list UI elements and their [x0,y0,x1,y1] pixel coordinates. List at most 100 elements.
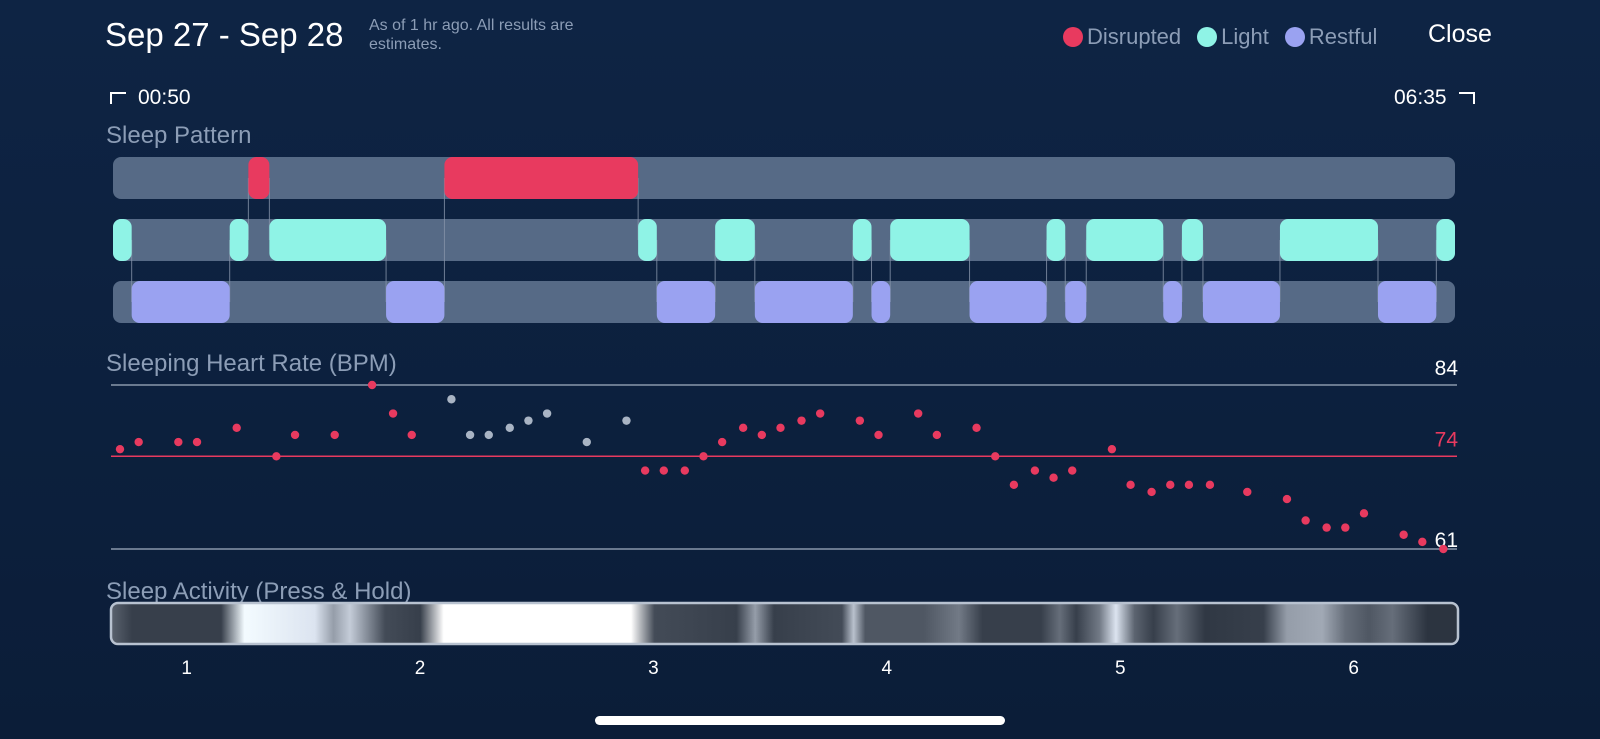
pattern-track-disrupted [113,157,1455,199]
legend-disrupted: Disrupted [1063,24,1181,50]
hr-point [874,430,883,440]
stage-block-light [113,219,132,261]
hr-point [174,437,183,447]
sleep-activity-title: Sleep Activity (Press & Hold) [106,578,412,605]
stage-block-restful [1377,281,1437,323]
stage-block-light [1181,219,1203,261]
hr-point [738,423,748,432]
hr-average-label: 74 [1435,428,1459,451]
home-indicator [595,716,1005,725]
hr-point [524,416,533,425]
legend-label: Light [1221,24,1269,49]
activity-tick-label: 3 [648,658,659,679]
activity-tick-label: 1 [181,658,192,679]
stage-block-light [1279,219,1378,261]
stage-block-restful [969,281,1047,323]
date-range-title: Sep 27 - Sep 28 [105,16,344,53]
stage-block-light [715,219,755,261]
hr-point [622,416,631,425]
time-range-start: 00:50 [110,86,191,110]
stage-block-restful [871,281,891,323]
stage-block-disrupted [444,157,639,199]
stage-block-light [1046,219,1066,261]
legend-restful: Restful [1284,24,1378,50]
sleep-pattern-title: Sleep Pattern [106,122,252,149]
hr-point [134,437,143,447]
hr-point [505,423,514,432]
hr-point [1439,544,1448,554]
hr-point [290,430,300,440]
hr-point [659,466,669,475]
hr-point [991,452,1000,461]
activity-tick-label: 2 [415,658,426,679]
hr-point [699,452,708,461]
start-bracket-icon [110,92,126,105]
stage-block-restful [386,281,445,323]
activity-tick-label: 4 [882,658,893,679]
hr-point [330,430,339,440]
stage-block-light [1436,219,1455,261]
hr-point [815,409,825,418]
start-time: 00:50 [138,86,191,109]
hr-point [1341,523,1350,532]
hr-point [680,466,690,475]
hr-point [192,437,202,447]
hr-point [717,437,727,447]
stage-block-restful [1202,281,1280,323]
end-time: 06:35 [1394,86,1447,109]
hr-point [542,409,552,418]
hr-point [972,423,981,432]
hr-point [272,452,281,461]
hr-point [1205,480,1215,490]
end-bracket-icon [1458,92,1475,105]
stage-block-disrupted [248,157,270,199]
sleep-activity-chart[interactable]: 1 2 3 4 5 6 [109,601,1460,679]
hr-point [447,395,456,404]
hr-point [1107,444,1117,454]
stage-block-light [852,219,872,261]
heart-rate-title: Sleeping Heart Rate (BPM) [106,350,397,377]
hr-point [1322,523,1331,532]
legend: Disrupted Light Restful [1063,22,1393,52]
stage-block-light [638,219,657,261]
hr-point [1243,487,1252,497]
hr-point [757,430,767,440]
hr-point [232,423,241,432]
hr-max-label: 84 [1435,357,1459,380]
hr-point [913,409,923,418]
sleep-pattern-chart [113,157,1455,323]
stage-block-light [229,219,249,261]
hr-point [855,416,865,425]
hr-point [1068,466,1077,475]
hr-point [1049,473,1058,482]
close-button[interactable]: Close [1428,20,1492,48]
stage-block-restful [131,281,230,323]
hr-point [115,444,125,454]
hr-point [388,409,398,418]
hr-point [776,423,785,432]
restful-dot-icon [1284,27,1305,47]
stage-block-light [1086,219,1164,261]
hr-point [640,466,650,475]
hr-point [1030,466,1040,475]
legend-label: Restful [1308,24,1378,49]
hr-point [1147,487,1156,497]
hr-point [484,430,493,440]
stage-block-restful [656,281,716,323]
hr-point [582,437,591,447]
activity-tick-label: 6 [1348,658,1359,679]
hr-point [1301,516,1310,525]
stage-block-restful [754,281,853,323]
legend-label: Disrupted [1087,24,1182,49]
stage-block-restful [1065,281,1087,323]
light-dot-icon [1197,27,1218,47]
hr-point [1184,480,1194,490]
hr-point [1418,537,1427,547]
hr-point [1009,480,1019,490]
hr-point [465,430,475,440]
stage-block-light [890,219,970,261]
hr-point [367,380,377,390]
hr-point [1166,480,1175,490]
